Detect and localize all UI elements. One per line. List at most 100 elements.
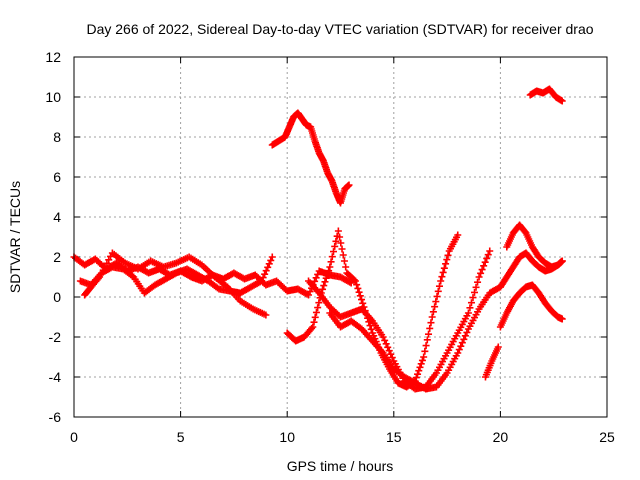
data-point [256, 278, 264, 286]
data-point [440, 264, 448, 272]
data-point [367, 325, 375, 333]
data-point [432, 298, 440, 306]
data-point [454, 231, 462, 239]
data-point [314, 304, 322, 312]
y-tick-label: -2 [49, 329, 62, 345]
data-point [323, 270, 331, 278]
data-point [320, 282, 328, 290]
series-track-h [481, 343, 502, 381]
data-point [315, 299, 323, 307]
data-point [388, 354, 396, 362]
x-tick-label: 15 [386, 429, 402, 445]
data-point [478, 266, 486, 274]
x-axis-label: GPS time / hours [287, 458, 394, 474]
data-point [442, 260, 450, 268]
data-point [310, 318, 318, 326]
data-point [454, 349, 462, 357]
data-point [417, 360, 425, 368]
data-point [332, 237, 340, 245]
data-point [418, 356, 426, 364]
data-point [467, 299, 475, 307]
data-point [334, 227, 342, 235]
data-point [359, 299, 367, 307]
data-point [466, 304, 474, 312]
series-track-k [503, 221, 566, 271]
data-point [457, 342, 465, 350]
data-point [469, 294, 477, 302]
y-tick-label: 12 [45, 49, 61, 65]
y-tick-label: -6 [49, 409, 62, 425]
data-point [262, 267, 270, 275]
data-point [425, 330, 433, 338]
data-point [461, 332, 469, 340]
data-point [308, 324, 316, 332]
y-tick-label: -4 [49, 369, 62, 385]
data-point [458, 339, 466, 347]
y-tick-label: 0 [53, 289, 61, 305]
data-point [354, 284, 362, 292]
data-point [558, 315, 566, 323]
data-marks [70, 85, 566, 393]
data-point [261, 270, 269, 278]
data-point [412, 374, 420, 382]
data-point [311, 313, 319, 321]
data-point [358, 296, 366, 304]
data-point [342, 263, 350, 271]
data-point [421, 347, 429, 355]
data-point [267, 256, 275, 264]
y-tick-label: 8 [53, 129, 61, 145]
data-point [429, 308, 437, 316]
data-point [345, 181, 353, 189]
data-point [460, 335, 468, 343]
data-point [477, 269, 485, 277]
data-point [558, 257, 566, 265]
x-tick-label: 25 [599, 429, 615, 445]
data-point [322, 274, 330, 282]
data-point [437, 277, 445, 285]
data-point [321, 278, 329, 286]
y-tick-label: 2 [53, 249, 61, 265]
series-track-e [283, 227, 462, 391]
x-tick-label: 5 [177, 429, 185, 445]
data-point [94, 274, 102, 282]
series-track-l [526, 85, 566, 105]
data-point [346, 278, 354, 286]
data-point [353, 281, 361, 289]
data-point [329, 248, 337, 256]
data-point [475, 273, 483, 281]
data-point [494, 343, 502, 351]
data-point [340, 257, 348, 265]
data-point [433, 292, 441, 300]
chart-title: Day 266 of 2022, Sidereal Day-to-day VTE… [86, 21, 593, 37]
data-point [339, 251, 347, 259]
plot-frame [73, 56, 608, 418]
data-point [484, 251, 492, 259]
data-point [474, 278, 482, 286]
data-point [259, 274, 267, 282]
data-point [264, 263, 272, 271]
data-point [379, 333, 387, 341]
data-point [455, 346, 463, 354]
y-tick-label: 10 [45, 89, 61, 105]
data-point [480, 262, 488, 270]
data-point [258, 277, 266, 285]
data-point [420, 353, 428, 361]
data-point [337, 239, 345, 247]
data-point [416, 363, 424, 371]
series-track-c [81, 249, 270, 319]
data-point [439, 268, 447, 276]
data-point [427, 319, 435, 327]
data-point [336, 233, 344, 241]
data-point [423, 336, 431, 344]
data-point [356, 292, 364, 300]
data-point [385, 347, 393, 355]
data-point [471, 288, 479, 296]
data-point [481, 258, 489, 266]
data-point [327, 258, 335, 266]
data-point [422, 342, 430, 350]
series-track-i [496, 281, 566, 331]
data-point [438, 273, 446, 281]
x-tick-label: 10 [279, 429, 295, 445]
data-point [268, 253, 276, 261]
